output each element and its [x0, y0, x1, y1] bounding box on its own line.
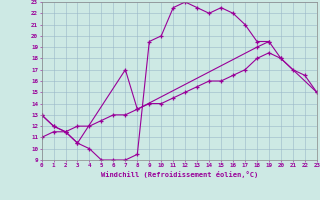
X-axis label: Windchill (Refroidissement éolien,°C): Windchill (Refroidissement éolien,°C) — [100, 171, 258, 178]
